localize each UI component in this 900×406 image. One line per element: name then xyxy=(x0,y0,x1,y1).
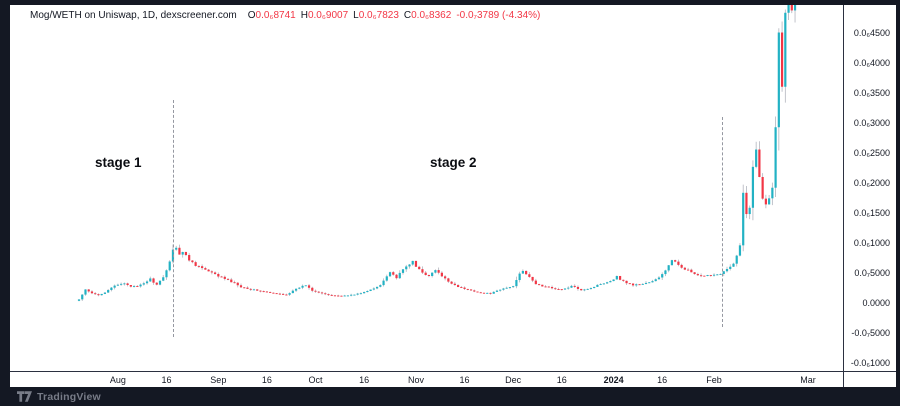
tradingview-logo-icon xyxy=(17,391,32,402)
price-tick-label: 0.0₆3500 xyxy=(853,88,890,98)
ohlc-label: O xyxy=(247,10,256,21)
ohlc-label: C xyxy=(403,10,412,21)
ohlc-values: O0.0₆8741 H0.0₆9007 L0.0₆7823 C0.0₆8362 xyxy=(243,10,452,21)
time-tick-label: Aug xyxy=(109,375,126,385)
price-tick-label: -0.0₇5000 xyxy=(851,328,890,338)
price-tick-label: 0.0₆1500 xyxy=(853,208,890,218)
time-tick-label: 16 xyxy=(261,375,272,385)
time-tick-label: 16 xyxy=(359,375,370,385)
tradingview-logo[interactable]: TradingView xyxy=(17,390,101,403)
footer-bar: TradingView xyxy=(0,387,900,406)
stage-2-dashed-line xyxy=(722,117,724,327)
chart-area: stage 1 stage 2 Mog/WETH on Uniswap, 1D,… xyxy=(10,5,896,387)
change-value: -0.0₇3789 (-4.34%) xyxy=(456,10,541,21)
ohlc-value: 0.0₆9007 xyxy=(307,10,349,21)
time-axis[interactable]: Aug 16 Sep 16 Oct 16 Nov 16 Dec 16 2024 16 Feb Mar xyxy=(10,372,896,387)
time-tick-label: Mar xyxy=(800,375,816,385)
time-tick-label: 16 xyxy=(459,375,470,385)
ohlc-label: H xyxy=(300,10,308,21)
price-tick-label: 0.0₇5000 xyxy=(854,268,890,278)
time-tick-label: 16 xyxy=(657,375,668,385)
price-tick-label: 0.0₆1000 xyxy=(853,238,890,248)
time-tick-label: Nov xyxy=(407,375,424,385)
stage-1-dashed-line xyxy=(172,100,174,337)
tradingview-logo-text: TradingView xyxy=(37,390,101,403)
price-tick-label: 0.0₆4500 xyxy=(853,28,890,38)
price-tick-label: -0.0₆1000 xyxy=(850,358,890,368)
price-tick-label: 0.0000 xyxy=(862,298,890,308)
ohlc-label: L xyxy=(353,10,359,21)
time-tick-label: Feb xyxy=(706,375,722,385)
stage-1-label: stage 1 xyxy=(95,155,142,170)
time-tick-label: Sep xyxy=(210,375,227,385)
price-axis[interactable]: 0.0₆4500 0.0₆4000 0.0₆3500 0.0₆3000 0.0₆2500… xyxy=(844,5,896,371)
price-tick-label: 0.0₆2000 xyxy=(853,178,890,188)
time-tick-label: 16 xyxy=(556,375,567,385)
price-tick-label: 0.0₆3000 xyxy=(853,118,890,128)
price-tick-label: 0.0₆2500 xyxy=(853,148,890,158)
symbol-title: Mog/WETH on Uniswap, 1D, dexscreener.com xyxy=(30,10,237,21)
time-tick-label: Dec xyxy=(505,375,522,385)
price-tick-label: 0.0₆4000 xyxy=(853,58,890,68)
ohlc-value: 0.0₆7823 xyxy=(358,10,399,21)
price-axis-separator xyxy=(843,5,844,387)
time-tick-label: 2024 xyxy=(603,375,624,385)
time-tick-label: Oct xyxy=(308,375,323,385)
time-axis-separator xyxy=(10,371,896,372)
price-chart-canvas[interactable]: stage 1 stage 2 Mog/WETH on Uniswap, 1D,… xyxy=(10,5,843,371)
symbol-legend: Mog/WETH on Uniswap, 1D, dexscreener.com… xyxy=(30,9,540,23)
stage-2-label: stage 2 xyxy=(430,155,477,170)
time-tick-label: 16 xyxy=(161,375,172,385)
ohlc-value: 0.0₆8741 xyxy=(255,10,296,21)
candlestick-series xyxy=(77,5,797,302)
ohlc-value: 0.0₆8362 xyxy=(411,10,452,21)
